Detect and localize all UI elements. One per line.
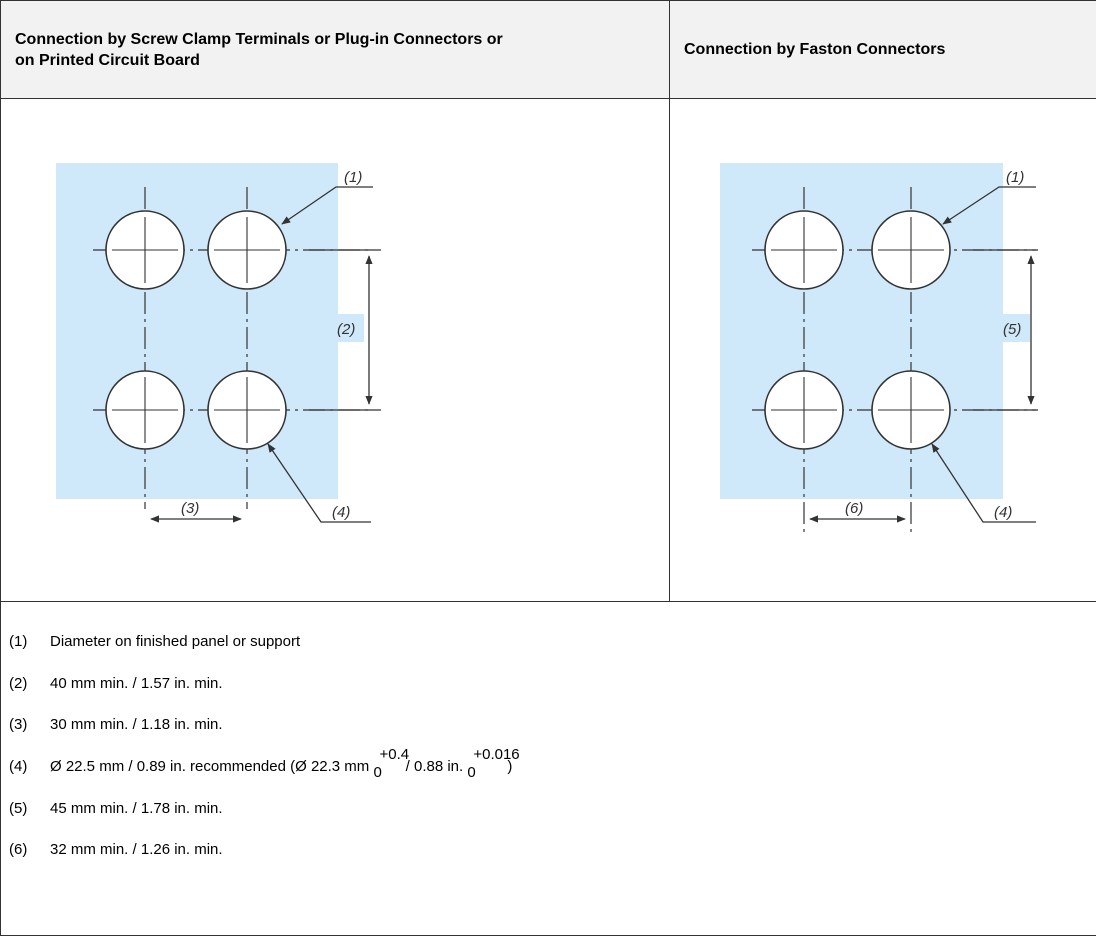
figure-cell-faston: (1) (5) (6) (4): [670, 99, 1096, 602]
panel-area: [56, 163, 338, 499]
legend-number: (5): [9, 797, 45, 821]
header-left-line-2: on Printed Circuit Board: [15, 50, 655, 71]
legend-number: (1): [9, 630, 45, 654]
header-left-line-1: Connection by Screw Clamp Terminals or P…: [15, 29, 655, 50]
tolerance-lower: 0: [373, 763, 381, 783]
legend-text: Diameter on finished panel or support: [50, 630, 300, 654]
label-horizontal-spacing: (6): [845, 500, 863, 517]
drilling-diagram-screw-clamp: (1) (2) (3) (4): [1, 99, 670, 601]
label-hole: (1): [1006, 169, 1024, 186]
tolerance-lower: 0: [467, 763, 475, 783]
legend-text-part: / 0.88 in.: [401, 758, 467, 775]
legend-text: 45 mm min. / 1.78 in. min.: [50, 797, 223, 821]
header-faston: Connection by Faston Connectors: [670, 1, 1096, 99]
legend-number: (6): [9, 838, 45, 862]
legend-text: 30 mm min. / 1.18 in. min.: [50, 713, 223, 737]
legend-text: 40 mm min. / 1.57 in. min.: [50, 672, 223, 696]
legend-number: (2): [9, 672, 45, 696]
drilling-diagram-faston: (1) (5) (6) (4): [670, 99, 1096, 601]
label-vertical-spacing: (2): [337, 321, 355, 338]
legend-text-part: Ø 22.5 mm / 0.89 in. recommended (Ø 22.3…: [50, 758, 373, 775]
figure-cell-screw-clamp: (1) (2) (3) (4): [1, 99, 670, 602]
legend-number: (3): [9, 713, 45, 737]
legend-text: 32 mm min. / 1.26 in. min.: [50, 838, 223, 862]
label-diameter: (4): [332, 504, 350, 521]
header-screw-clamp: Connection by Screw Clamp Terminals or P…: [1, 1, 670, 99]
legend-cell: (1) Diameter on finished panel or suppor…: [1, 602, 1096, 936]
header-right-text: Connection by Faston Connectors: [684, 39, 1082, 60]
tolerance-upper: +0.4: [379, 745, 409, 765]
tolerance-upper: +0.016: [473, 745, 519, 765]
label-vertical-spacing: (5): [1003, 321, 1021, 338]
legend-number: (4): [9, 755, 45, 779]
label-horizontal-spacing: (3): [181, 500, 199, 517]
label-diameter: (4): [994, 504, 1012, 521]
label-hole: (1): [344, 169, 362, 186]
legend-text-tolerance: Ø 22.5 mm / 0.89 in. recommended (Ø 22.3…: [50, 755, 512, 779]
panel-area: [720, 163, 1003, 499]
